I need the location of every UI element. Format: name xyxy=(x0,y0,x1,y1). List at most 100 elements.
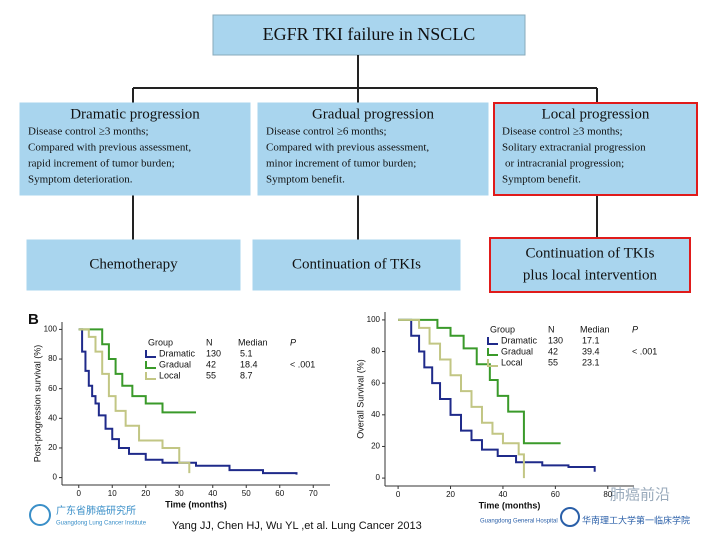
logo-icon xyxy=(29,504,51,526)
title-box xyxy=(212,14,526,56)
legend-header: P xyxy=(632,324,638,334)
x-tick-label: 0 xyxy=(77,489,82,498)
x-tick-label: 20 xyxy=(446,490,455,499)
x-tick-label: 30 xyxy=(175,489,184,498)
legend-header: Group xyxy=(490,324,515,334)
connectors xyxy=(132,55,598,240)
survival-curve xyxy=(398,318,596,472)
branch-line: rapid increment of tumor burden; xyxy=(28,158,175,170)
legend-header: Group xyxy=(148,337,173,347)
branch-line: Solitary extracranial progression xyxy=(502,142,646,154)
y-tick-label: 20 xyxy=(48,443,57,452)
legend-header: P xyxy=(290,337,296,347)
branch-line: or intracranial progression; xyxy=(505,158,624,170)
survival-curve xyxy=(78,328,298,475)
x-tick-label: 50 xyxy=(242,489,251,498)
y-tick-label: 100 xyxy=(367,315,381,324)
legend-name: Gradual xyxy=(159,359,191,369)
y-tick-label: 0 xyxy=(53,473,58,482)
x-tick-label: 0 xyxy=(396,490,401,499)
y-tick-label: 80 xyxy=(371,347,380,356)
legend-name: Local xyxy=(159,370,181,380)
legend-swatch xyxy=(487,348,498,356)
branch-line: Disease control ≥6 months; xyxy=(266,126,387,138)
branch-line: Disease control ≥3 months; xyxy=(502,126,623,138)
treatment-box xyxy=(252,239,461,291)
y-tick-label: 100 xyxy=(44,325,58,334)
legend-header: Median xyxy=(580,324,610,334)
citation: Yang JJ, Chen HJ, Wu YL ,et al. Lung Can… xyxy=(172,520,422,532)
legend-header: N xyxy=(206,337,213,347)
branch-line: Disease control ≥3 months; xyxy=(28,126,149,138)
legend-swatch xyxy=(145,350,156,358)
branch-title: Dramatic progression xyxy=(70,106,200,122)
legend-swatch xyxy=(145,361,156,369)
branch-title: Local progression xyxy=(542,106,650,122)
legend-swatch xyxy=(145,372,156,380)
branch-line: Compared with previous assessment, xyxy=(266,142,429,154)
treatment-text: plus local intervention xyxy=(523,267,658,283)
survival-curve xyxy=(398,318,561,445)
p-value: < .001 xyxy=(632,346,657,356)
x-axis-label: Time (months) xyxy=(479,500,541,510)
y-tick-label: 20 xyxy=(371,442,380,451)
legend-name: Dramatic xyxy=(159,348,196,358)
logo-cn: 广东省肺癌研究所 xyxy=(56,504,136,517)
branch-line: Symptom deterioration. xyxy=(28,174,133,186)
branch-line: Symptom benefit. xyxy=(266,174,345,186)
legend-n: 130 xyxy=(206,348,221,358)
treatment-text: Chemotherapy xyxy=(89,256,178,272)
legend-name: Local xyxy=(501,357,523,367)
legend-n: 42 xyxy=(206,359,216,369)
legend-n: 55 xyxy=(206,370,216,380)
y-tick-label: 60 xyxy=(48,384,57,393)
title: EGFR TKI failure in NSCLC xyxy=(263,24,476,44)
y-axis-label: Post-progression survival (%) xyxy=(32,345,42,463)
x-tick-label: 70 xyxy=(309,489,318,498)
legend-n: 42 xyxy=(548,346,558,356)
panel-label: B xyxy=(28,311,39,328)
legend-swatch xyxy=(487,337,498,345)
logo-icon-right xyxy=(560,507,580,527)
survival-curve xyxy=(398,318,525,479)
branch-box xyxy=(19,102,251,196)
x-tick-label: 10 xyxy=(108,489,117,498)
x-tick-label: 40 xyxy=(208,489,217,498)
legend-header: Median xyxy=(238,337,268,347)
watermark: 肺癌前沿 xyxy=(610,486,670,504)
branch-title: Gradual progression xyxy=(312,106,435,122)
survival-curve xyxy=(78,328,191,474)
y-tick-label: 40 xyxy=(48,413,57,422)
branch-line: minor increment of tumor burden; xyxy=(266,158,416,170)
treatment-text: Continuation of TKIs xyxy=(292,256,421,272)
logo-hospital: Guangdong General Hospital xyxy=(480,519,558,525)
x-tick-label: 60 xyxy=(551,490,560,499)
logo-en: Guangdong Lung Cancer Institute xyxy=(56,521,147,527)
x-tick-label: 80 xyxy=(603,490,612,499)
x-tick-label: 60 xyxy=(275,489,284,498)
branch-line: Symptom benefit. xyxy=(502,174,581,186)
y-tick-label: 0 xyxy=(376,473,381,482)
legend-median: 5.1 xyxy=(240,348,253,358)
legend-header: N xyxy=(548,324,555,334)
legend-median: 17.1 xyxy=(582,335,600,345)
treatment-box xyxy=(489,237,691,293)
y-tick-label: 80 xyxy=(48,354,57,363)
y-axis-label: Overall Survival (%) xyxy=(355,359,365,439)
legend-swatch xyxy=(487,359,498,367)
legend-median: 23.1 xyxy=(582,357,600,367)
logo-univ: 华南理工大学第一临床学院 xyxy=(582,515,690,527)
legend-name: Dramatic xyxy=(501,335,538,345)
y-tick-label: 40 xyxy=(371,410,380,419)
p-value: < .001 xyxy=(290,359,315,369)
legend-median: 8.7 xyxy=(240,370,253,380)
x-tick-label: 40 xyxy=(498,490,507,499)
branch-box xyxy=(493,102,698,196)
y-tick-label: 60 xyxy=(371,378,380,387)
survival-curve xyxy=(78,328,196,414)
treatment-text: Continuation of TKIs xyxy=(526,245,655,261)
legend-median: 39.4 xyxy=(582,346,600,356)
branch-box xyxy=(257,102,489,196)
branch-line: Compared with previous assessment, xyxy=(28,142,191,154)
x-axis-label: Time (months) xyxy=(165,499,227,509)
